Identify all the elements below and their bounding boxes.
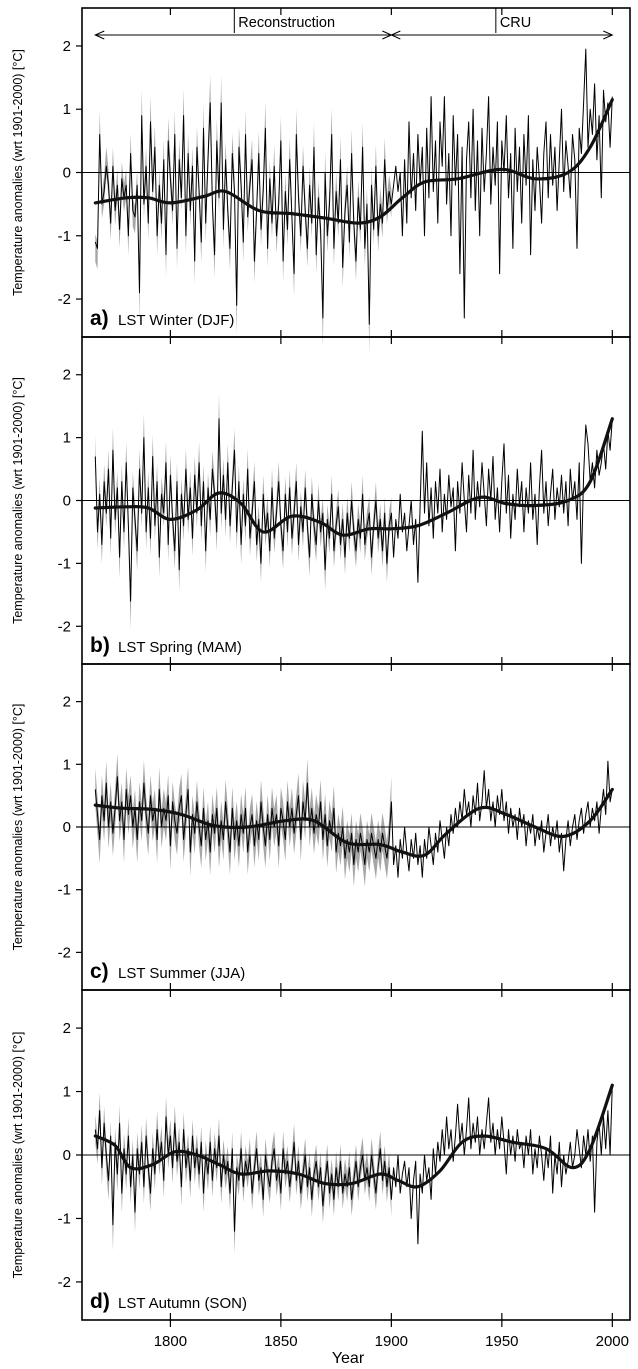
y-tick-label: 2 (63, 1020, 71, 1037)
y-axis-label: Temperature anomalies (wrt 1901-2000) [°… (11, 49, 25, 296)
x-tick-label: 1900 (375, 1333, 408, 1350)
annual-series-line (94, 48, 613, 325)
period-label: Reconstruction (238, 15, 335, 31)
x-axis-label: Year (332, 1350, 365, 1367)
y-tick-label: 1 (63, 101, 71, 118)
panel-letter: b) (90, 634, 110, 657)
smoothed-series-line (93, 787, 614, 858)
panel-1: -2 -1 0 1 2 Temperature anomalies (wrt 1901-2… (11, 7, 631, 354)
panel-letter: d) (90, 1290, 110, 1313)
panel-title: LST Winter (DJF) (118, 312, 234, 329)
y-tick-label: 1 (63, 756, 71, 773)
panel-letter: a) (90, 307, 109, 330)
y-tick-label: -1 (58, 228, 71, 245)
y-axis-label: Temperature anomalies (wrt 1901-2000) [°… (11, 1032, 25, 1279)
y-tick-label: 0 (63, 1147, 71, 1164)
y-tick-label: 0 (63, 493, 71, 510)
y-tick-label: 2 (63, 367, 71, 384)
y-tick-label: -2 (58, 944, 71, 961)
panel-4: -2 -1 0 1 2 Temperature anomalies (wrt 1901-2… (11, 989, 631, 1321)
y-tick-label: 1 (63, 430, 71, 447)
y-tick-label: -1 (58, 882, 71, 899)
x-tick-label: 1950 (485, 1333, 518, 1350)
smoothed-series-line (93, 417, 614, 537)
annual-series-line (94, 760, 613, 878)
uncertainty-band (95, 753, 392, 887)
x-tick-label: 1850 (264, 1333, 297, 1350)
y-tick-label: 2 (63, 38, 71, 55)
panel-letter: c) (90, 960, 109, 983)
x-tick-label: 1800 (154, 1333, 187, 1350)
x-tick-label: 2000 (596, 1333, 629, 1350)
y-tick-label: 0 (63, 819, 71, 836)
y-tick-label: -1 (58, 555, 71, 572)
arrow-head-left (94, 30, 105, 40)
uncertainty-band (95, 75, 392, 354)
uncertainty-band (95, 393, 392, 630)
panel-title: LST Autumn (SON) (118, 1295, 247, 1312)
smoothed-series-line (93, 1083, 614, 1189)
uncertainty-band (95, 1092, 392, 1255)
y-axis-label: Temperature anomalies (wrt 1901-2000) [°… (11, 704, 25, 951)
period-label: CRU (500, 15, 531, 31)
panel-title: LST Summer (JJA) (118, 965, 245, 982)
panel-3: -2 -1 0 1 2 Temperature anomalies (wrt 1901-2… (11, 663, 631, 991)
smoothed-series-line (93, 98, 614, 225)
arrow-head-left (390, 30, 401, 40)
y-tick-label: -1 (58, 1210, 71, 1227)
y-tick-label: -2 (58, 1274, 71, 1291)
panel-title: LST Spring (MAM) (118, 639, 242, 656)
annual-series-line (94, 1085, 613, 1245)
y-tick-label: 1 (63, 1084, 71, 1101)
y-tick-label: 0 (63, 165, 71, 182)
y-tick-label: 2 (63, 694, 71, 711)
y-tick-label: -2 (58, 618, 71, 635)
y-axis-label: Temperature anomalies (wrt 1901-2000) [°… (11, 377, 25, 624)
y-tick-label: -2 (58, 291, 71, 308)
arrow-head-right (603, 30, 614, 40)
panel-2: -2 -1 0 1 2 Temperature anomalies (wrt 1901-2… (11, 336, 631, 665)
